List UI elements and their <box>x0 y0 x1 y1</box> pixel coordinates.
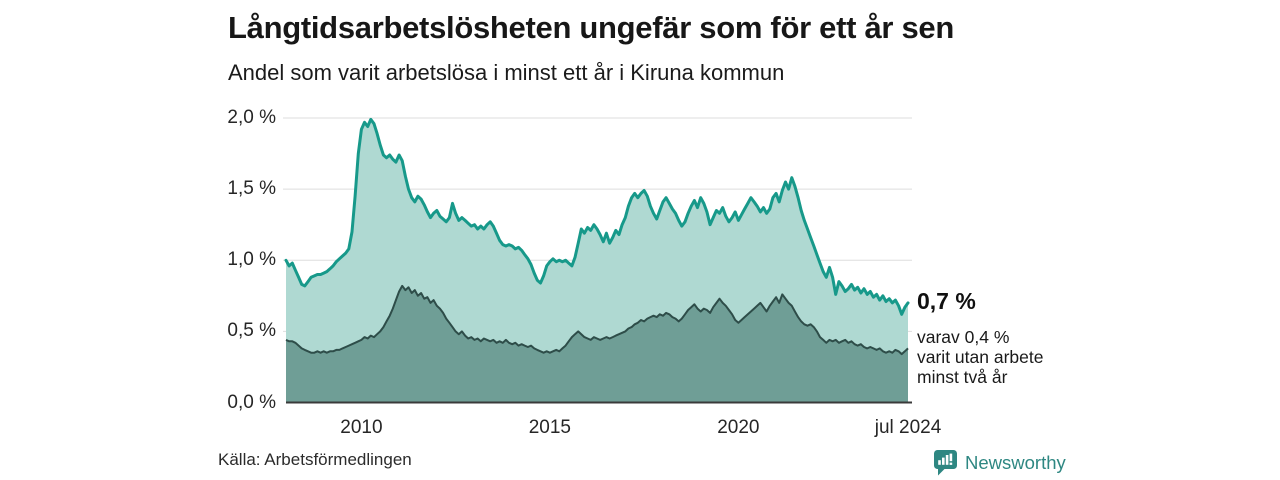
x-axis-tick-label: 2010 <box>340 417 383 438</box>
x-axis-tick-label: jul 2024 <box>874 417 942 438</box>
latest-value-label: 0,7 % <box>917 288 976 314</box>
detail-line: varit utan arbete <box>917 347 1044 367</box>
y-axis-tick-label: 1,0 % <box>227 249 276 271</box>
y-axis-tick-label: 0,0 % <box>227 391 276 413</box>
latest-value-annotation: 0,7 % varav 0,4 % varit utan arbete mins… <box>917 288 1043 387</box>
chart-subtitle: Andel som varit arbetslösa i minst ett å… <box>228 60 785 85</box>
newsworthy-logo-icon <box>933 449 958 476</box>
y-axis-tick-label: 0,5 % <box>227 320 276 342</box>
y-axis-tick-label: 2,0 % <box>227 107 276 128</box>
area-fill-two-years <box>286 285 908 403</box>
newsworthy-brand-text: Newsworthy <box>965 451 1066 473</box>
page-title: Långtidsarbetslösheten ungefär som för e… <box>228 10 955 45</box>
detail-line: minst två år <box>917 367 1008 387</box>
x-axis-tick-label: 2020 <box>717 417 760 438</box>
line-one-year <box>284 117 910 316</box>
source-note: Källa: Arbetsförmedlingen <box>218 450 412 469</box>
latest-value-detail: varav 0,4 % varit utan arbete minst två … <box>917 327 1043 387</box>
y-axis-tick-label: 1,5 % <box>227 178 276 200</box>
line-two-years <box>285 284 909 356</box>
x-axis-tick-label: 2015 <box>528 417 572 438</box>
newsworthy-brand: Newsworthy <box>933 449 1066 476</box>
detail-line: varav 0,4 % <box>917 327 1010 347</box>
